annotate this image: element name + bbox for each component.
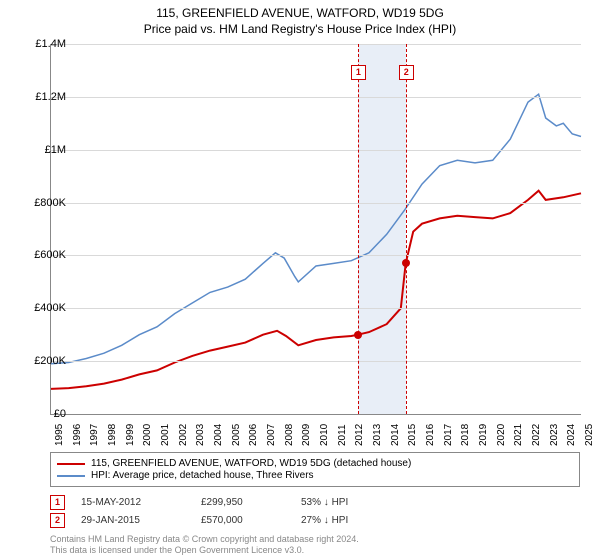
gridline xyxy=(51,255,581,256)
transaction-marker-1: 1 xyxy=(50,495,65,510)
legend-item: 115, GREENFIELD AVENUE, WATFORD, WD19 5D… xyxy=(57,458,573,469)
transaction-row: 2 29-JAN-2015 £570,000 27% ↓ HPI xyxy=(50,513,580,528)
chart-title-address: 115, GREENFIELD AVENUE, WATFORD, WD19 5D… xyxy=(0,6,600,20)
ytick-label: £1M xyxy=(20,144,66,156)
xtick-label: 2011 xyxy=(337,424,348,446)
legend-item: HPI: Average price, detached house, Thre… xyxy=(57,470,573,481)
xtick-label: 1995 xyxy=(54,424,65,446)
xtick-label: 2013 xyxy=(372,424,383,446)
transaction-date-1: 15-MAY-2012 xyxy=(81,497,201,508)
xtick-label: 2023 xyxy=(549,424,560,446)
xtick-label: 2010 xyxy=(319,424,330,446)
plot-area: 12 xyxy=(50,44,581,415)
xtick-label: 2007 xyxy=(266,424,277,446)
xtick-label: 2025 xyxy=(584,424,595,446)
attribution-line2: This data is licensed under the Open Gov… xyxy=(50,545,580,556)
attribution-line1: Contains HM Land Registry data © Crown c… xyxy=(50,534,580,545)
vertical-marker-line xyxy=(358,44,359,414)
xtick-label: 2005 xyxy=(231,424,242,446)
xtick-label: 2017 xyxy=(443,424,454,446)
xtick-label: 2002 xyxy=(178,424,189,446)
xtick-label: 2012 xyxy=(354,424,365,446)
legend-label-1: 115, GREENFIELD AVENUE, WATFORD, WD19 5D… xyxy=(91,458,411,469)
gridline xyxy=(51,150,581,151)
xtick-label: 2022 xyxy=(531,424,542,446)
transaction-price-2: £570,000 xyxy=(201,515,301,526)
vertical-marker-line xyxy=(406,44,407,414)
legend-swatch-2 xyxy=(57,475,85,477)
legend-swatch-1 xyxy=(57,463,85,465)
callout-box: 2 xyxy=(399,65,414,80)
ytick-label: £0 xyxy=(20,408,66,420)
transaction-price-1: £299,950 xyxy=(201,497,301,508)
gridline xyxy=(51,203,581,204)
xtick-label: 1996 xyxy=(72,424,83,446)
xtick-label: 2014 xyxy=(390,424,401,446)
xtick-label: 2001 xyxy=(160,424,171,446)
gridline xyxy=(51,44,581,45)
series-line-price_paid xyxy=(51,191,581,389)
xtick-label: 2015 xyxy=(407,424,418,446)
xtick-label: 1998 xyxy=(107,424,118,446)
xtick-label: 1999 xyxy=(125,424,136,446)
xtick-label: 2003 xyxy=(195,424,206,446)
xtick-label: 2019 xyxy=(478,424,489,446)
xtick-label: 2006 xyxy=(248,424,259,446)
xtick-label: 2008 xyxy=(284,424,295,446)
gridline xyxy=(51,361,581,362)
attribution: Contains HM Land Registry data © Crown c… xyxy=(50,534,580,556)
line-svg xyxy=(51,44,581,414)
transaction-marker-2: 2 xyxy=(50,513,65,528)
gridline xyxy=(51,308,581,309)
xtick-label: 2018 xyxy=(460,424,471,446)
transaction-pct-2: 27% ↓ HPI xyxy=(301,515,421,526)
transaction-date-2: 29-JAN-2015 xyxy=(81,515,201,526)
xtick-label: 2004 xyxy=(213,424,224,446)
ytick-label: £600K xyxy=(20,249,66,261)
transaction-dot xyxy=(402,259,410,267)
series-line-hpi xyxy=(51,94,581,364)
ytick-label: £1.2M xyxy=(20,91,66,103)
xtick-label: 2016 xyxy=(425,424,436,446)
gridline xyxy=(51,97,581,98)
chart-subtitle: Price paid vs. HM Land Registry's House … xyxy=(0,22,600,36)
callout-box: 1 xyxy=(351,65,366,80)
xtick-label: 2009 xyxy=(301,424,312,446)
legend: 115, GREENFIELD AVENUE, WATFORD, WD19 5D… xyxy=(50,452,580,487)
ytick-label: £200K xyxy=(20,355,66,367)
transaction-row: 1 15-MAY-2012 £299,950 53% ↓ HPI xyxy=(50,495,580,510)
xtick-label: 2020 xyxy=(496,424,507,446)
title-block: 115, GREENFIELD AVENUE, WATFORD, WD19 5D… xyxy=(0,0,600,36)
ytick-label: £400K xyxy=(20,302,66,314)
chart-container: 115, GREENFIELD AVENUE, WATFORD, WD19 5D… xyxy=(0,0,600,560)
xtick-label: 1997 xyxy=(89,424,100,446)
xtick-label: 2024 xyxy=(566,424,577,446)
ytick-label: £1.4M xyxy=(20,38,66,50)
xtick-label: 2000 xyxy=(142,424,153,446)
transaction-pct-1: 53% ↓ HPI xyxy=(301,497,421,508)
legend-label-2: HPI: Average price, detached house, Thre… xyxy=(91,470,314,481)
transaction-dot xyxy=(354,331,362,339)
xtick-label: 2021 xyxy=(513,424,524,446)
transaction-table: 1 15-MAY-2012 £299,950 53% ↓ HPI 2 29-JA… xyxy=(50,492,580,531)
ytick-label: £800K xyxy=(20,197,66,209)
